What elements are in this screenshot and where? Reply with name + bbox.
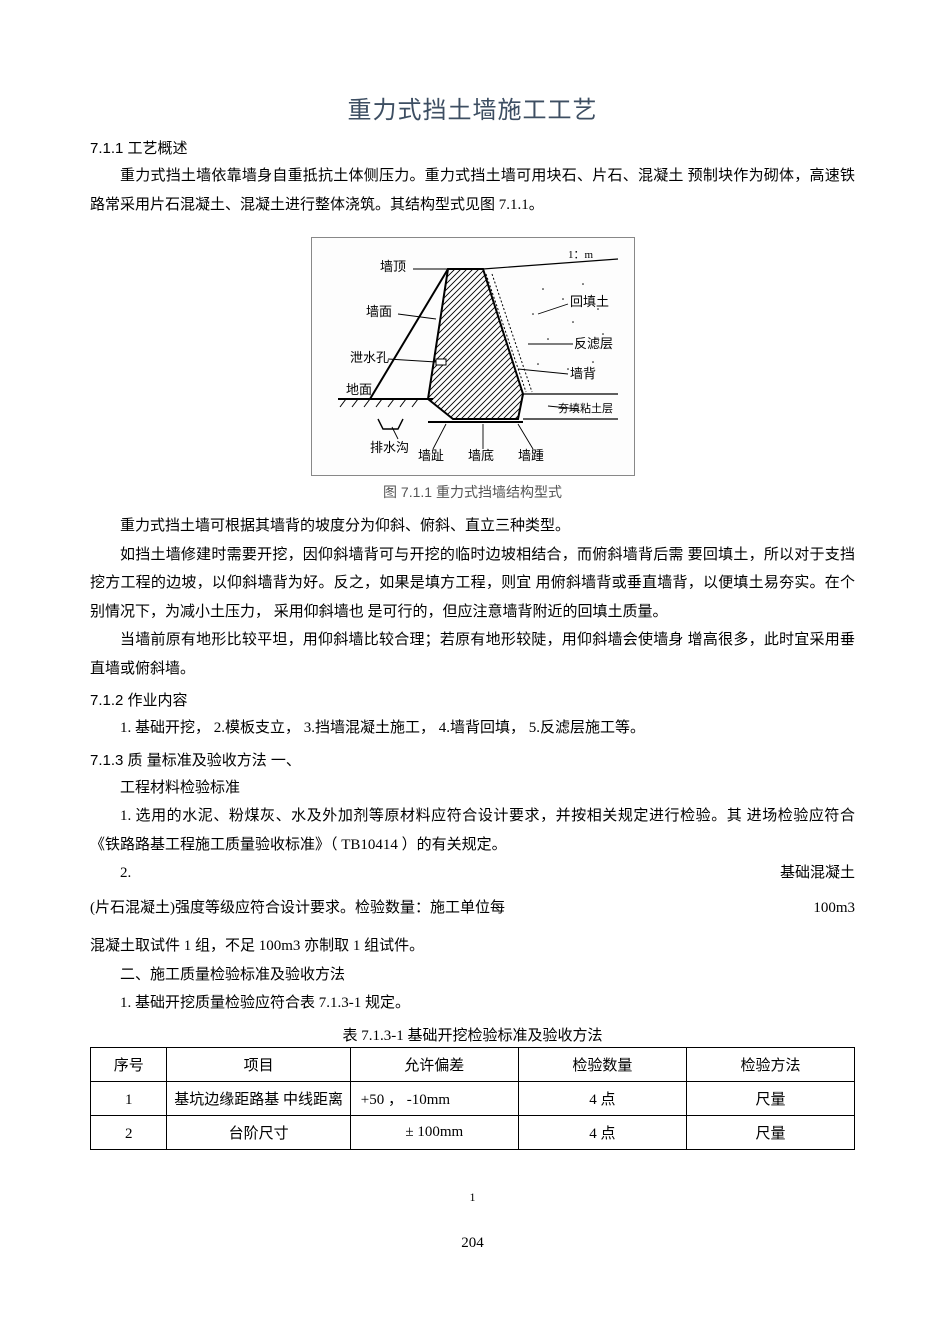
cell: 1 (91, 1081, 167, 1115)
mat3-left: (片石混凝土)强度等级应符合设计要求。检验数量：施工单位每 (90, 894, 505, 923)
mat3-right: 100m3 (813, 894, 855, 923)
cell: 4 点 (518, 1115, 686, 1149)
label-clay: 夯填粘土层 (558, 401, 613, 415)
mat2-right: 基础混凝土 (750, 859, 855, 888)
material-check-2-line: 2. 基础混凝土 (90, 859, 855, 888)
cell: 尺量 (686, 1081, 854, 1115)
section-title: 工艺概述 (128, 140, 188, 157)
diagram-frame: 1：m (311, 237, 635, 476)
paragraph: 重力式挡土墙可根据其墙背的坡度分为仰斜、俯斜、直立三种类型。 (90, 512, 855, 541)
table-caption: 表 7.1.3-1 基础开挖检验标准及验收方法 (90, 1024, 855, 1045)
col-item: 项目 (167, 1047, 350, 1081)
section-number: 7.1.2 (90, 692, 123, 709)
label-toe: 墙趾 (418, 448, 444, 463)
col-tolerance: 允许偏差 (350, 1047, 518, 1081)
section-title: 质 量标准及验收方法 一、 (128, 752, 301, 769)
document-page: 重力式挡土墙施工工艺 7.1.1 工艺概述 重力式挡土墙依靠墙身自重抵抗土体侧压… (0, 0, 945, 1292)
label-gutter: 排水沟 (370, 440, 409, 455)
material-check-4: 混凝土取试件 1 组，不足 100m3 亦制取 1 组试件。 (90, 932, 855, 961)
label-back: 墙背 (570, 366, 596, 381)
subheading-construction-1: 1. 基础开挖质量检验应符合表 7.1.3-1 规定。 (90, 989, 855, 1018)
slope-label: 1：m (568, 249, 593, 261)
mat2-left: 2. (90, 859, 131, 888)
subheading-construction: 二、施工质量检验标准及验收方法 (90, 961, 855, 990)
work-items-list: 1. 基础开挖， 2.模板支立， 3.挡墙混凝土施工， 4.墙背回填， 5.反滤… (90, 714, 855, 743)
paragraph: 如挡土墙修建时需要开挖，因仰斜墙背可与开挖的临时边坡相结合，而俯斜墙背后需 要回… (90, 541, 855, 627)
table-row: 2 台阶尺寸 ± 100mm 4 点 尺量 (91, 1115, 855, 1149)
retaining-wall-diagram: 1：m (318, 244, 628, 464)
cell: 基坑边缘距路基 中线距离 (167, 1081, 350, 1115)
section-title: 作业内容 (128, 692, 188, 709)
material-check-1: 1. 选用的水泥、粉煤灰、水及外加剂等原材料应符合设计要求，并按相关规定进行检验… (90, 802, 855, 859)
figure-7-1-1: 1：m (90, 237, 855, 476)
label-backfill: 回填土 (570, 294, 609, 309)
inspection-table: 序号 项目 允许偏差 检验数量 检验方法 1 基坑边缘距路基 中线距离 +50 … (90, 1047, 855, 1150)
cell: +50 ， -10mm (350, 1081, 518, 1115)
section-number: 7.1.3 (90, 752, 123, 769)
section-7-1-3-heading: 7.1.3 质 量标准及验收方法 一、 (90, 749, 855, 770)
subheading-materials: 工程材料检验标准 (90, 774, 855, 803)
section-number: 7.1.1 (90, 140, 123, 157)
section-7-1-1-heading: 7.1.1 工艺概述 (90, 137, 855, 158)
document-title: 重力式挡土墙施工工艺 (90, 90, 855, 125)
table-header-row: 序号 项目 允许偏差 检验数量 检验方法 (91, 1047, 855, 1081)
cell: ± 100mm (350, 1115, 518, 1149)
section-7-1-2-heading: 7.1.2 作业内容 (90, 689, 855, 710)
paragraph: 重力式挡土墙依靠墙身自重抵抗土体侧压力。重力式挡土墙可用块石、片石、混凝土 预制… (90, 162, 855, 219)
cell: 台阶尺寸 (167, 1115, 350, 1149)
label-heel: 墙踵 (518, 448, 544, 463)
footer-small-number: 1 (90, 1190, 855, 1205)
cell: 4 点 (518, 1081, 686, 1115)
figure-caption: 图 7.1.1 重力式挡墙结构型式 (90, 482, 855, 502)
label-top: 墙顶 (380, 259, 406, 274)
label-face: 墙面 (366, 304, 392, 319)
material-check-3-line: (片石混凝土)强度等级应符合设计要求。检验数量：施工单位每 100m3 (90, 894, 855, 923)
label-filter: 反滤层 (574, 336, 613, 351)
cell: 尺量 (686, 1115, 854, 1149)
label-ground: 地面 (346, 382, 372, 397)
page-number: 204 (90, 1235, 855, 1252)
table-row: 1 基坑边缘距路基 中线距离 +50 ， -10mm 4 点 尺量 (91, 1081, 855, 1115)
label-weep: 泄水孔 (350, 350, 389, 365)
col-seq: 序号 (91, 1047, 167, 1081)
label-base: 墙底 (468, 448, 494, 463)
col-method: 检验方法 (686, 1047, 854, 1081)
col-qty: 检验数量 (518, 1047, 686, 1081)
paragraph: 当墙前原有地形比较平坦，用仰斜墙比较合理；若原有地形较陡，用仰斜墙会使墙身 增高… (90, 626, 855, 683)
cell: 2 (91, 1115, 167, 1149)
